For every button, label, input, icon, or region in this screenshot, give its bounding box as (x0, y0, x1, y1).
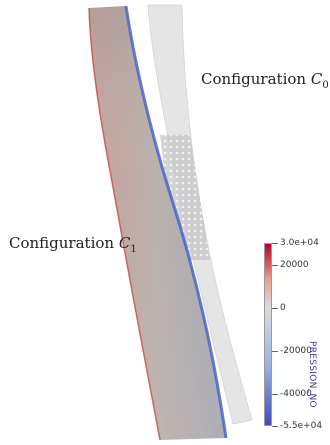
colorbar-tick (272, 243, 278, 244)
configuration-c1-pressure-edge (88, 7, 161, 441)
colorbar-tick-label: 20000 (280, 260, 309, 270)
label-configuration-c1-text: Configuration (9, 234, 119, 252)
label-configuration-c1-symbol: C (118, 234, 131, 252)
label-configuration-c0-subscript: 0 (322, 80, 329, 91)
colorbar-tick (272, 265, 278, 266)
label-configuration-c0-symbol: C (310, 70, 323, 88)
label-configuration-c1: Configuration C1 (9, 234, 137, 255)
colorbar-tick (272, 394, 278, 395)
colorbar-tick-label: 0 (280, 303, 286, 313)
label-configuration-c0-text: Configuration (201, 70, 311, 88)
colorbar-gradient (264, 243, 272, 426)
colorbar-tick-label: -5.5e+04 (280, 421, 323, 431)
configuration-c1-suction-edge (124, 5, 228, 439)
colorbar-tick (272, 351, 278, 352)
configuration-c1-shading (89, 6, 226, 440)
label-configuration-c1-subscript: 1 (130, 244, 137, 255)
colorbar-tick-label: -40000 (280, 389, 312, 399)
colorbar-tick-label: -20000 (280, 346, 312, 356)
colorbar-tick (272, 308, 278, 309)
colorbar-title: PRESSION_NO (307, 341, 317, 408)
label-configuration-c0: Configuration C0 (201, 70, 329, 91)
colorbar-tick-label: 3.0e+04 (280, 238, 319, 248)
colorbar-tick (272, 426, 278, 427)
